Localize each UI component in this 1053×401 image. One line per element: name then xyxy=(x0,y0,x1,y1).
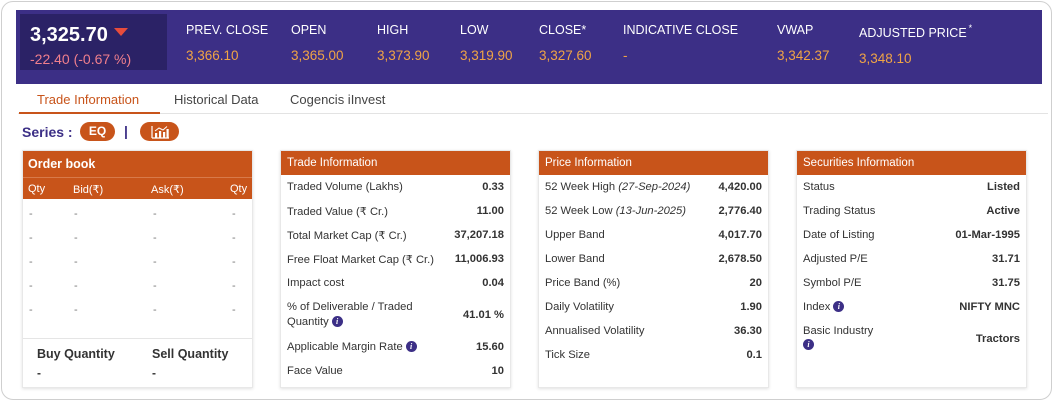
stat-value: 3,348.10 xyxy=(859,51,912,66)
securities-information-title: Securities Information xyxy=(797,151,1026,175)
stat-value: 3,366.10 xyxy=(186,48,239,63)
stat-value: 3,373.90 xyxy=(377,48,430,63)
stat-prev-close: PREV. CLOSE 3,366.10 xyxy=(186,23,268,63)
series-label: Series : xyxy=(22,124,73,140)
active-tab-indicator xyxy=(19,112,160,114)
stat-indicative-close: INDICATIVE CLOSE - xyxy=(623,23,738,63)
stat-adjusted-price: ADJUSTED PRICE * 3,348.10 xyxy=(859,23,972,66)
trade-info-row-deliverable: % of Deliverable / Traded Quantity i 41.0… xyxy=(287,301,504,328)
stat-label: OPEN xyxy=(291,23,327,37)
col-bid-qty: Qty xyxy=(28,183,46,195)
stat-label: PREV. CLOSE xyxy=(186,23,269,37)
stat-low: LOW 3,319.90 xyxy=(460,23,513,63)
stat-label: LOW xyxy=(460,23,489,37)
stat-vwap: VWAP 3,342.37 xyxy=(777,23,830,63)
col-ask: Ask(₹) xyxy=(151,184,184,196)
order-book-row: ---- xyxy=(29,304,236,316)
trade-information-title: Trade Information xyxy=(281,151,510,175)
order-book-row: ---- xyxy=(29,256,236,268)
tab-bar: Trade Information Historical Data Cogenc… xyxy=(18,86,1048,114)
stat-label: CLOSE* xyxy=(539,23,587,37)
order-book-row: ---- xyxy=(29,280,236,292)
last-price-box: 3,325.70 -22.40 (-0.67 %) xyxy=(20,14,167,70)
info-icon[interactable]: i xyxy=(833,301,845,312)
buy-quantity-label: Buy Quantity xyxy=(37,347,115,361)
sell-quantity-value: - xyxy=(152,366,156,380)
order-book-row: ---- xyxy=(29,208,236,220)
buy-quantity-value: - xyxy=(37,366,41,380)
stat-high: HIGH 3,373.90 xyxy=(377,23,430,63)
down-arrow-icon xyxy=(113,28,128,36)
order-book-divider xyxy=(23,338,252,339)
series-eq-button[interactable]: EQ xyxy=(80,122,115,141)
stat-close: CLOSE* 3,327.60 xyxy=(539,23,592,63)
stat-label: VWAP xyxy=(777,23,814,37)
sell-quantity-label: Sell Quantity xyxy=(152,347,229,361)
securities-info-row-industry: Basic Industry i Tractors xyxy=(803,325,1020,350)
order-book-columns: Qty Bid(₹) Ask(₹) Qty xyxy=(23,177,252,199)
stat-value: - xyxy=(623,48,628,63)
stat-value: 3,365.00 xyxy=(291,48,344,63)
stat-label: INDICATIVE CLOSE xyxy=(623,23,739,37)
price-change: -22.40 (-0.67 %) xyxy=(30,51,132,67)
stat-open: OPEN 3,365.00 xyxy=(291,23,344,63)
order-book-row: ---- xyxy=(29,232,236,244)
col-ask-qty: Qty xyxy=(230,183,248,195)
order-book-title: Order book xyxy=(23,151,252,177)
trade-information-card: Trade Information Traded Volume (Lakhs) 0… xyxy=(280,150,511,388)
info-icon[interactable]: i xyxy=(331,316,343,327)
stat-value: 3,342.37 xyxy=(777,48,830,63)
price-information-card: Price Information 52 Week High (27-Sep-2… xyxy=(538,150,769,388)
series-separator: | xyxy=(124,123,128,139)
last-price: 3,325.70 xyxy=(30,24,128,47)
stat-value: 3,327.60 xyxy=(539,48,592,63)
quote-header: 3,325.70 -22.40 (-0.67 %) PREV. CLOSE 3,… xyxy=(16,10,1042,84)
tab-trade-information[interactable]: Trade Information xyxy=(37,92,140,107)
info-icon[interactable]: i xyxy=(405,341,417,352)
info-icon[interactable]: i xyxy=(803,339,814,350)
order-book-card: Order book Qty Bid(₹) Ask(₹) Qty ---- --… xyxy=(22,150,253,388)
price-information-title: Price Information xyxy=(539,151,768,175)
securities-information-card: Securities Information Status Listed Trad… xyxy=(796,150,1027,388)
col-bid: Bid(₹) xyxy=(73,184,104,196)
tab-historical-data[interactable]: Historical Data xyxy=(174,92,259,107)
chart-button[interactable] xyxy=(140,122,179,141)
stat-label: HIGH xyxy=(377,23,409,37)
stat-label: ADJUSTED PRICE * xyxy=(859,23,973,40)
tab-cogencis-iinvest[interactable]: Cogencis iInvest xyxy=(290,92,386,107)
stat-value: 3,319.90 xyxy=(460,48,513,63)
bar-chart-icon xyxy=(150,126,169,139)
